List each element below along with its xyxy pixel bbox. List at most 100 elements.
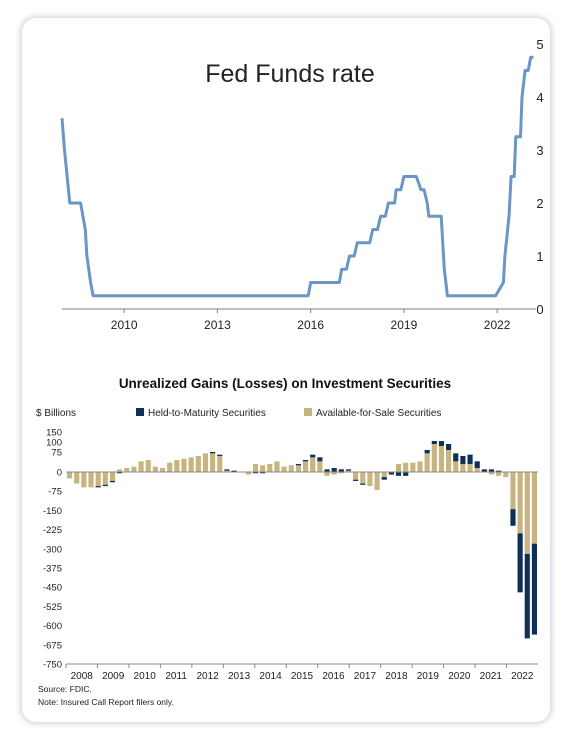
bar-afs [181,458,187,472]
bar-htm [117,472,123,474]
fed-y-tick-label: 2 [536,196,543,211]
fed-y-tick-label: 5 [536,37,543,52]
bar-htm [467,454,473,464]
bar-afs [381,472,387,478]
bar-afs [353,472,359,480]
ug-x-tick-label: 2020 [448,671,471,682]
bar-htm [438,441,445,446]
bar-afs [395,464,402,472]
ug-x-ticks: 2008 2009 2010 2011 2012 2013 2014 2015 2016 2017… [65,664,534,682]
bar-afs [267,464,273,472]
bar-afs [367,472,373,487]
ug-x-tick-label: 2009 [102,671,125,682]
bar-htm [517,533,523,593]
bar-afs [467,464,473,472]
legend-label-htm: Held-to-Maturity Securities [148,408,266,419]
ug-y-axis-unit: $ Billions [36,408,76,419]
bar-afs [95,472,101,487]
bar-afs [324,472,330,476]
fed-y-tick-label: 1 [536,249,543,264]
bar-afs [117,469,123,472]
ug-x-tick-label: 2022 [511,671,534,682]
bar-afs [138,461,144,472]
bar-afs [131,466,137,472]
bar-htm [453,453,459,462]
bar-afs [331,472,337,475]
bar-afs [224,470,230,472]
bar-afs [102,472,108,485]
bar-htm [360,483,366,485]
bar-htm [295,464,301,466]
bar-htm [446,444,452,450]
bar-afs [210,453,216,472]
ug-x-tick-label: 2016 [322,671,345,682]
bar-htm [217,454,223,456]
bar-htm [403,472,409,476]
bar-htm [474,461,480,468]
fed-x-tick-label: 2016 [297,318,324,332]
bar-htm [310,454,316,458]
bar-htm [252,472,259,474]
source-note: Source: FDIC. [38,684,92,694]
bar-htm [460,456,466,464]
bar-htm [324,469,330,472]
bar-htm [95,486,101,488]
bar-htm [381,477,387,480]
fed-chart-title: Fed Funds rate [205,60,375,88]
bar-afs [202,453,209,472]
ug-x-tick-label: 2014 [259,671,282,682]
bar-afs [145,460,151,472]
ug-y-tick-label: -225 [43,525,62,536]
bar-afs [446,450,452,472]
bar-afs [431,444,437,472]
ug-bars [67,441,537,639]
ug-chart-title: Unrealized Gains (Losses) on Investment … [119,376,451,391]
bar-htm [303,460,309,462]
legend-label-afs: Available-for-Sale Securities [316,408,441,419]
ug-x-tick-label: 2018 [385,671,408,682]
ug-y-tick-label: 75 [51,448,62,459]
ug-x-tick-label: 2010 [134,671,157,682]
bar-afs [88,472,94,488]
ug-y-tick-label: -300 [43,544,62,555]
ug-y-tick-label: -525 [43,602,62,613]
bar-htm [424,450,430,454]
bar-afs [417,461,423,472]
bar-htm [210,452,216,454]
bar-afs [345,470,352,472]
bar-afs [288,465,294,472]
bar-afs [252,464,259,472]
legend-swatch-htm [136,408,144,416]
bar-afs [510,472,516,510]
ug-x-tick-label: 2019 [417,671,440,682]
bar-htm [481,469,487,472]
bar-afs [217,456,223,472]
bar-afs [188,457,194,472]
ug-x-tick-label: 2017 [354,671,377,682]
bar-htm [260,472,266,474]
ug-y-tick-label: -600 [43,621,62,632]
bar-afs [260,465,266,472]
bar-htm [317,457,323,462]
bar-htm [102,484,108,487]
bar-afs [503,472,509,478]
bar-htm [395,472,402,476]
bar-htm [224,469,230,471]
bar-afs [195,456,201,472]
bar-afs [374,472,380,490]
chart-card [22,18,550,722]
ug-x-tick-label: 2015 [291,671,314,682]
bar-afs [517,472,523,534]
ug-y-tick-label: -675 [43,640,62,651]
bar-afs [496,472,502,476]
bar-htm [345,469,352,471]
ug-y-tick-label: -450 [43,583,62,594]
bar-afs [295,465,301,472]
bar-afs [460,464,466,472]
bar-htm [510,509,516,526]
fed-x-ticks: 2010 2013 2016 2019 2022 [111,309,511,332]
ug-x-tick-label: 2011 [165,671,187,682]
ug-y-tick-label: -150 [43,506,62,517]
